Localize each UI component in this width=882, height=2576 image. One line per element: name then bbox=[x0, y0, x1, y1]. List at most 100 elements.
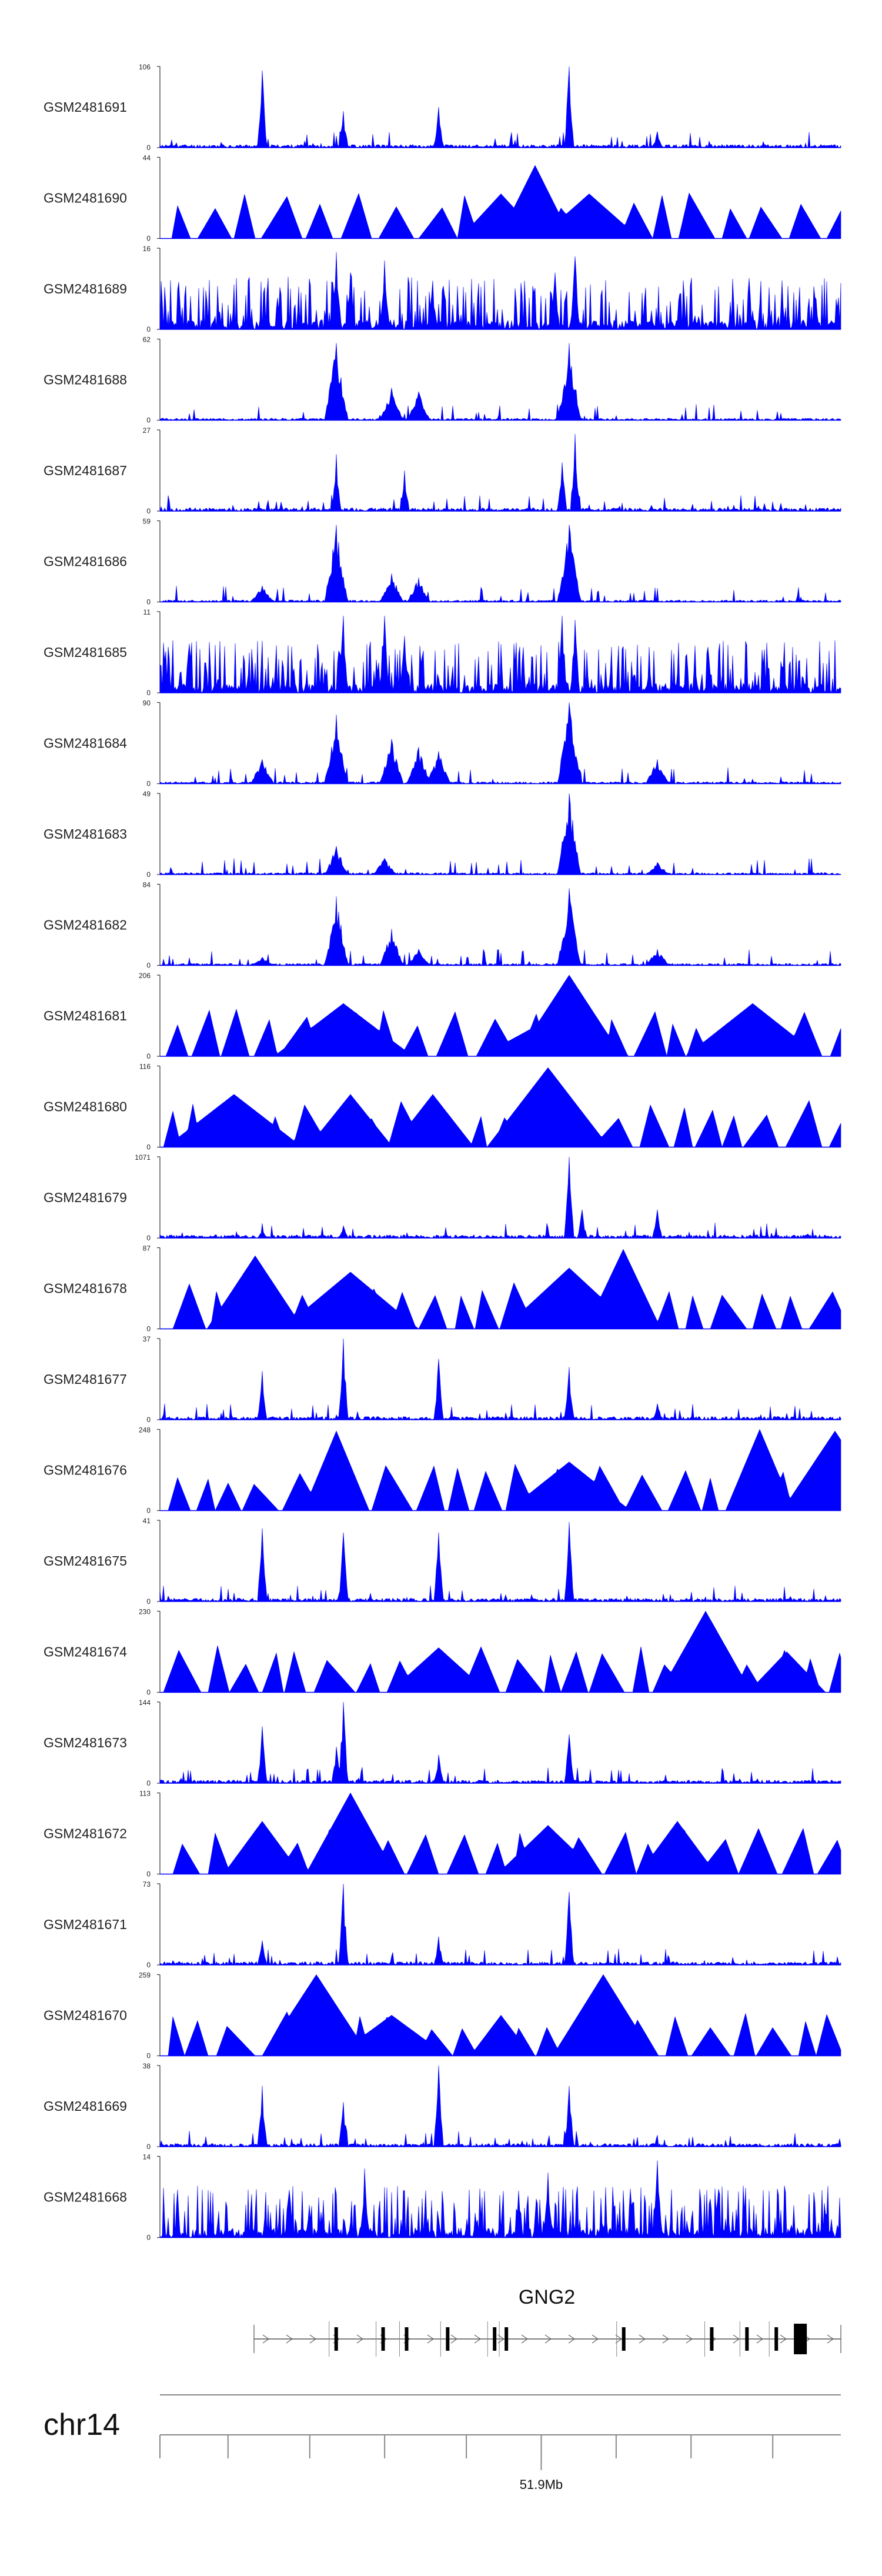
strand-arrow bbox=[309, 2334, 317, 2344]
coverage-track: GSM2481668 14 0 bbox=[44, 2153, 841, 2242]
y-axis-min-label: 0 bbox=[146, 507, 151, 515]
coverage-track: GSM2481671 73 0 bbox=[44, 1880, 841, 1969]
y-axis-max-label: 144 bbox=[139, 1699, 151, 1707]
strand-arrow bbox=[262, 2334, 270, 2344]
y-axis-min-label: 0 bbox=[146, 598, 151, 606]
coverage-area bbox=[160, 165, 841, 239]
coverage-track: GSM2481675 41 0 bbox=[44, 1517, 841, 1606]
track-label: GSM2481690 bbox=[44, 191, 127, 206]
coverage-area bbox=[160, 1067, 841, 1148]
coverage-track: GSM2481683 49 0 bbox=[44, 790, 841, 879]
y-axis-max-label: 230 bbox=[139, 1608, 151, 1616]
coverage-track: GSM2481684 90 0 bbox=[44, 699, 841, 788]
strand-arrow bbox=[686, 2334, 693, 2344]
coverage-track: GSM2481687 27 0 bbox=[44, 426, 841, 515]
y-axis-max-label: 49 bbox=[143, 790, 151, 798]
strand-arrow bbox=[474, 2334, 482, 2344]
coverage-track: GSM2481669 38 0 bbox=[44, 2062, 841, 2151]
exon-block bbox=[381, 2327, 385, 2351]
track-label: GSM2481671 bbox=[44, 1917, 127, 1932]
coverage-area bbox=[159, 888, 841, 966]
y-axis-max-label: 248 bbox=[139, 1426, 151, 1434]
track-label: GSM2481679 bbox=[44, 1190, 127, 1205]
y-axis-min-label: 0 bbox=[146, 1507, 151, 1515]
y-axis-min-label: 0 bbox=[146, 870, 151, 879]
strand-arrow bbox=[756, 2334, 764, 2344]
chromosome-axis-track: chr14 51.9Mb bbox=[44, 2394, 841, 2492]
strand-arrow bbox=[592, 2334, 599, 2344]
y-axis-max-label: 259 bbox=[139, 1971, 151, 1980]
exon-block bbox=[774, 2327, 779, 2351]
coverage-area bbox=[160, 1610, 841, 1693]
coverage-area bbox=[160, 1792, 841, 1875]
strand-arrow bbox=[521, 2334, 529, 2344]
track-label: GSM2481689 bbox=[44, 281, 127, 296]
track-label: GSM2481674 bbox=[44, 1644, 127, 1660]
y-axis-max-label: 11 bbox=[143, 608, 151, 616]
coverage-track: GSM2481670 259 0 bbox=[44, 1971, 841, 2060]
track-label: GSM2481670 bbox=[44, 2008, 127, 2023]
y-axis-min-label: 0 bbox=[146, 2052, 151, 2060]
y-axis-min-label: 0 bbox=[146, 780, 151, 788]
coverage-track: GSM2481677 37 0 bbox=[44, 1335, 841, 1424]
track-label: GSM2481676 bbox=[44, 1463, 127, 1478]
gene-name-label: GNG2 bbox=[519, 2286, 575, 2308]
exon-block bbox=[446, 2327, 450, 2351]
y-axis-max-label: 14 bbox=[143, 2153, 151, 2161]
coverage-area bbox=[159, 433, 841, 512]
track-label: GSM2481685 bbox=[44, 645, 127, 660]
y-axis-max-label: 38 bbox=[143, 2062, 151, 2070]
track-label: GSM2481691 bbox=[44, 99, 127, 115]
y-axis-min-label: 0 bbox=[146, 416, 151, 425]
track-label: GSM2481669 bbox=[44, 2098, 127, 2114]
track-label: GSM2481668 bbox=[44, 2190, 127, 2205]
y-axis-min-label: 0 bbox=[146, 235, 151, 243]
y-axis-max-label: 27 bbox=[143, 426, 151, 435]
coverage-track: GSM2481674 230 0 bbox=[44, 1608, 841, 1697]
coverage-track: GSM2481676 248 0 bbox=[44, 1426, 841, 1515]
y-axis-min-label: 0 bbox=[146, 144, 151, 152]
y-axis-min-label: 0 bbox=[146, 1779, 151, 1787]
y-axis-max-label: 106 bbox=[139, 63, 151, 71]
coverage-track: GSM2481673 144 0 bbox=[44, 1699, 841, 1787]
coverage-area bbox=[159, 702, 841, 785]
strand-arrow bbox=[356, 2334, 364, 2344]
coverage-track: GSM2481681 206 0 bbox=[44, 972, 841, 1060]
track-label: GSM2481678 bbox=[44, 1281, 127, 1296]
coverage-area bbox=[159, 1883, 841, 1966]
coverage-track: GSM2481682 84 0 bbox=[44, 881, 841, 970]
y-axis-min-label: 0 bbox=[146, 1961, 151, 1969]
y-axis-max-label: 1071 bbox=[135, 1153, 151, 1162]
exon-block bbox=[745, 2327, 749, 2351]
coverage-area bbox=[159, 525, 841, 603]
y-axis-min-label: 0 bbox=[146, 1597, 151, 1606]
y-axis-min-label: 0 bbox=[146, 325, 151, 333]
coverage-area bbox=[160, 1974, 841, 2057]
exon-block bbox=[405, 2327, 409, 2351]
strand-arrow bbox=[662, 2334, 670, 2344]
coverage-track: GSM2481685 11 0 bbox=[44, 608, 841, 697]
coverage-area bbox=[159, 615, 841, 693]
y-axis-max-label: 206 bbox=[139, 972, 151, 980]
track-label: GSM2481688 bbox=[44, 372, 127, 388]
chromosome-label: chr14 bbox=[44, 2408, 120, 2442]
strand-arrow bbox=[497, 2334, 505, 2344]
y-axis-min-label: 0 bbox=[146, 1052, 151, 1060]
coverage-track: GSM2481690 44 0 bbox=[44, 154, 841, 243]
y-axis-min-label: 0 bbox=[146, 1416, 151, 1424]
y-axis-min-label: 0 bbox=[146, 2143, 151, 2151]
coverage-area bbox=[160, 1429, 841, 1511]
coverage-track: GSM2481689 16 0 bbox=[44, 245, 841, 333]
y-axis-max-label: 113 bbox=[139, 1790, 151, 1798]
exon-block bbox=[505, 2327, 509, 2351]
strand-arrow bbox=[780, 2334, 787, 2344]
track-label: GSM2481675 bbox=[44, 1553, 127, 1569]
y-axis-max-label: 90 bbox=[143, 699, 151, 708]
coverage-area bbox=[159, 343, 841, 421]
coverage-area bbox=[160, 975, 841, 1057]
strand-arrow bbox=[427, 2334, 435, 2344]
strand-arrow bbox=[615, 2334, 623, 2344]
y-axis-min-label: 0 bbox=[146, 1870, 151, 1878]
y-axis-max-label: 37 bbox=[143, 1335, 151, 1343]
